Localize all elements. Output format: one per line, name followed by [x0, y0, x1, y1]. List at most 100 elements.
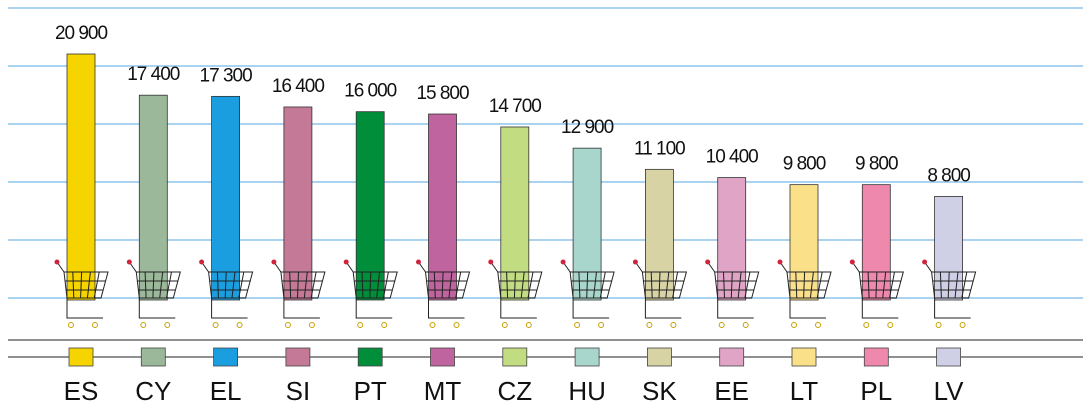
- cart-wire: [586, 271, 589, 299]
- cart-wire: [80, 271, 83, 299]
- cart: [271, 259, 326, 328]
- cart-wire: [665, 271, 670, 299]
- cart-wheel: [429, 322, 436, 328]
- cart-frame: [572, 298, 610, 319]
- x-tick-label: CZ: [497, 376, 532, 406]
- value-label: 12 900: [561, 117, 614, 138]
- bar: [66, 53, 96, 301]
- bar: [934, 196, 963, 301]
- background-lines: [8, 7, 1083, 299]
- cart: [488, 259, 543, 328]
- cart-wire: [506, 271, 509, 299]
- legend-swatch: [140, 347, 166, 367]
- cart-wheel: [212, 322, 219, 328]
- cart-wire: [376, 271, 381, 299]
- cart: [199, 259, 254, 328]
- cart-wire: [72, 271, 75, 299]
- bar: [138, 94, 168, 301]
- x-tick-label: MT: [424, 376, 462, 406]
- cart-wire: [947, 271, 950, 299]
- cart-wire: [152, 271, 155, 299]
- cart-wheel: [92, 322, 98, 328]
- cart-wire: [961, 271, 968, 299]
- cart-frame: [644, 298, 682, 319]
- cart-wire: [361, 271, 364, 299]
- cart-handle-knob: [488, 259, 494, 265]
- cart-wheel: [959, 322, 966, 328]
- cart-frame: [138, 298, 176, 319]
- cart-wheel: [598, 322, 605, 328]
- cart-wire: [744, 271, 751, 299]
- cart-wire: [527, 271, 534, 299]
- cart-wire: [809, 271, 814, 299]
- cart-handle-knob: [849, 259, 855, 265]
- x-tick-label: EL: [210, 376, 242, 406]
- bar: [283, 106, 313, 301]
- cart-wheel: [791, 322, 797, 328]
- cart-basket: [858, 271, 904, 299]
- cart-wire: [93, 271, 100, 299]
- cart-handle-knob: [922, 259, 928, 265]
- cart-basket: [208, 271, 254, 299]
- cart-wire: [520, 271, 525, 299]
- cart-wire: [441, 271, 444, 299]
- legend-swatch: [357, 347, 383, 367]
- cart-wire: [882, 271, 887, 299]
- cart-frame: [789, 298, 826, 319]
- cart-wire: [599, 271, 606, 299]
- value-label: 16 000: [344, 81, 397, 102]
- bar: [211, 95, 241, 301]
- cart-frame: [283, 298, 320, 319]
- legend-swatch: [791, 347, 817, 367]
- cart-wire: [369, 271, 372, 299]
- cart-wheel: [863, 322, 870, 328]
- cart: [343, 259, 398, 328]
- cart-wire: [737, 271, 742, 299]
- x-tick-label: LT: [790, 376, 819, 406]
- cart-frame: [211, 298, 248, 319]
- cart-handle-knob: [271, 259, 277, 265]
- value-label: 10 400: [706, 147, 759, 168]
- value-label: 15 800: [416, 83, 469, 104]
- cart-basket: [497, 271, 543, 299]
- x-tick-label: PT: [354, 376, 387, 406]
- cart-frame: [428, 298, 465, 319]
- cart-wire: [672, 271, 679, 299]
- legend-swatch: [213, 347, 239, 367]
- cart: [777, 259, 832, 328]
- cart-wheel: [140, 322, 147, 328]
- cart-wheel: [646, 322, 653, 328]
- cart: [632, 259, 688, 328]
- cart-basket: [569, 271, 615, 299]
- legend-swatch: [936, 347, 961, 367]
- cart-wire: [289, 271, 292, 299]
- cart-wire: [433, 271, 436, 299]
- cart-wheel: [742, 322, 749, 328]
- value-label: 17 300: [200, 65, 253, 86]
- cart-wheel: [501, 322, 508, 328]
- value-label: 9 800: [783, 154, 826, 175]
- cart-wire: [795, 271, 798, 299]
- legend-swatch: [68, 347, 94, 367]
- legend-swatch: [502, 347, 528, 367]
- cart-wheel: [574, 322, 581, 328]
- value-label: 17 400: [127, 64, 180, 85]
- legend-swatch: [430, 347, 455, 367]
- cart-basket: [931, 271, 977, 299]
- cart-wire: [723, 271, 725, 299]
- cart-wheel: [887, 322, 894, 328]
- legend-swatch: [574, 347, 600, 367]
- legend-swatch: [285, 347, 311, 367]
- cart-wire: [86, 271, 91, 299]
- cart-wire: [216, 271, 219, 299]
- value-label: 14 700: [489, 96, 542, 117]
- cart-basket: [352, 271, 398, 299]
- cart-wheel: [308, 322, 315, 328]
- cart-wheel: [68, 322, 74, 328]
- cart-wire: [224, 271, 227, 299]
- cart-wire: [650, 271, 653, 299]
- legend-swatch: [719, 347, 745, 367]
- cart-basket: [641, 271, 688, 299]
